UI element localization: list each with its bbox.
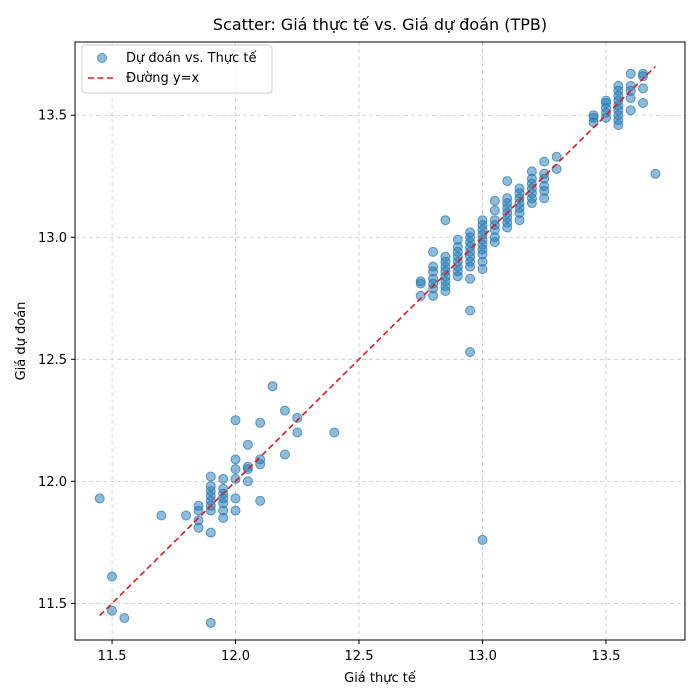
scatter-point [230,505,241,516]
x-tick-label: 12.0 [221,649,250,664]
x-tick-label: 12.5 [345,649,374,664]
scatter-point [465,261,476,272]
scatter-point [329,427,340,438]
scatter-point [465,273,476,284]
legend-marker-scatter [97,53,107,63]
scatter-point [119,613,130,623]
x-tick-label: 13.0 [468,649,497,664]
scatter-point [465,305,476,316]
scatter-point [230,473,241,484]
scatter-point [440,286,451,296]
scatter-point [489,205,500,216]
scatter-point [255,417,266,428]
scatter-point [613,120,624,130]
scatter-point [638,98,648,108]
scatter-point [526,198,537,209]
scatter-point [489,237,500,248]
scatter-point [539,156,550,167]
y-axis-label: Giá dự đoán [14,302,29,381]
scatter-point [205,527,216,538]
identity-line [99,65,656,617]
x-tick-label: 13.5 [591,649,620,664]
legend: Dự đoán vs. Thực tế Đường y=x [81,44,273,94]
scatter-point [477,534,488,545]
scatter-point [551,163,562,174]
scatter-point [107,605,117,616]
scatter-point [181,510,192,521]
plot-area [74,41,686,641]
reference-lines [99,65,656,617]
scatter-point [107,571,117,582]
scatter-point [415,290,426,301]
scatter-point [477,264,488,274]
y-axis-ticks: 11.5 12.0 12.5 13.0 13.5 [38,109,75,612]
scatter-point [465,347,476,357]
scatter-point [205,471,216,482]
scatter-point [514,215,525,226]
scatter-point [156,510,167,521]
legend-box [81,44,273,94]
scatter-point [267,381,278,392]
scatter-point [218,473,229,484]
plot-frame [74,41,686,641]
scatter-point [230,493,241,504]
y-tick-label: 13.0 [38,231,67,246]
scatter-point [452,271,463,282]
scatter-point [415,278,426,289]
scatter-point [255,459,266,470]
y-tick-label: 11.5 [38,597,67,612]
scatter-point [440,215,451,226]
scatter-point [428,290,439,301]
scatter-point [279,405,290,416]
scatter-point [230,464,241,475]
scatter-point [638,83,648,94]
scatter-points [94,68,661,628]
scatter-point [205,617,216,628]
scatter-point [292,427,303,438]
scatter-point [279,449,290,460]
scatter-point [625,105,636,116]
scatter-point [292,412,303,423]
scatter-point [255,495,266,506]
scatter-point [242,476,253,487]
scatter-point [625,93,636,104]
scatter-point [94,493,105,504]
scatter-point [489,195,500,206]
x-axis-label: Giá thực tế [344,671,416,686]
scatter-point [502,222,513,233]
scatter-point [539,193,550,204]
x-axis-ticks: 11.5 12.0 12.5 13.0 13.5 [98,640,620,664]
scatter-point [650,168,661,179]
scatter-point [242,439,253,450]
scatter-point [428,246,439,257]
scatter-point [230,454,241,465]
plot-background [75,42,685,640]
scatter-point [502,176,513,187]
legend-label-scatter: Dự đoán vs. Thực tế [126,51,256,66]
chart-title: Scatter: Giá thực tế vs. Giá dự đoán (TP… [213,15,547,34]
scatter-point [230,415,241,426]
legend-label-line: Đường y=x [126,71,199,86]
y-tick-label: 12.5 [38,353,67,368]
y-tick-label: 12.0 [38,475,67,490]
scatter-point [551,151,562,162]
scatter-point [205,505,216,516]
scatter-point [193,515,204,526]
scatter-point [193,500,204,511]
y-tick-label: 13.5 [38,109,67,124]
scatter-point [638,71,648,82]
scatter-point [218,513,229,523]
scatter-point [601,112,611,123]
scatter-point [588,117,599,128]
x-tick-label: 11.5 [98,649,127,664]
scatter-point [625,68,636,79]
